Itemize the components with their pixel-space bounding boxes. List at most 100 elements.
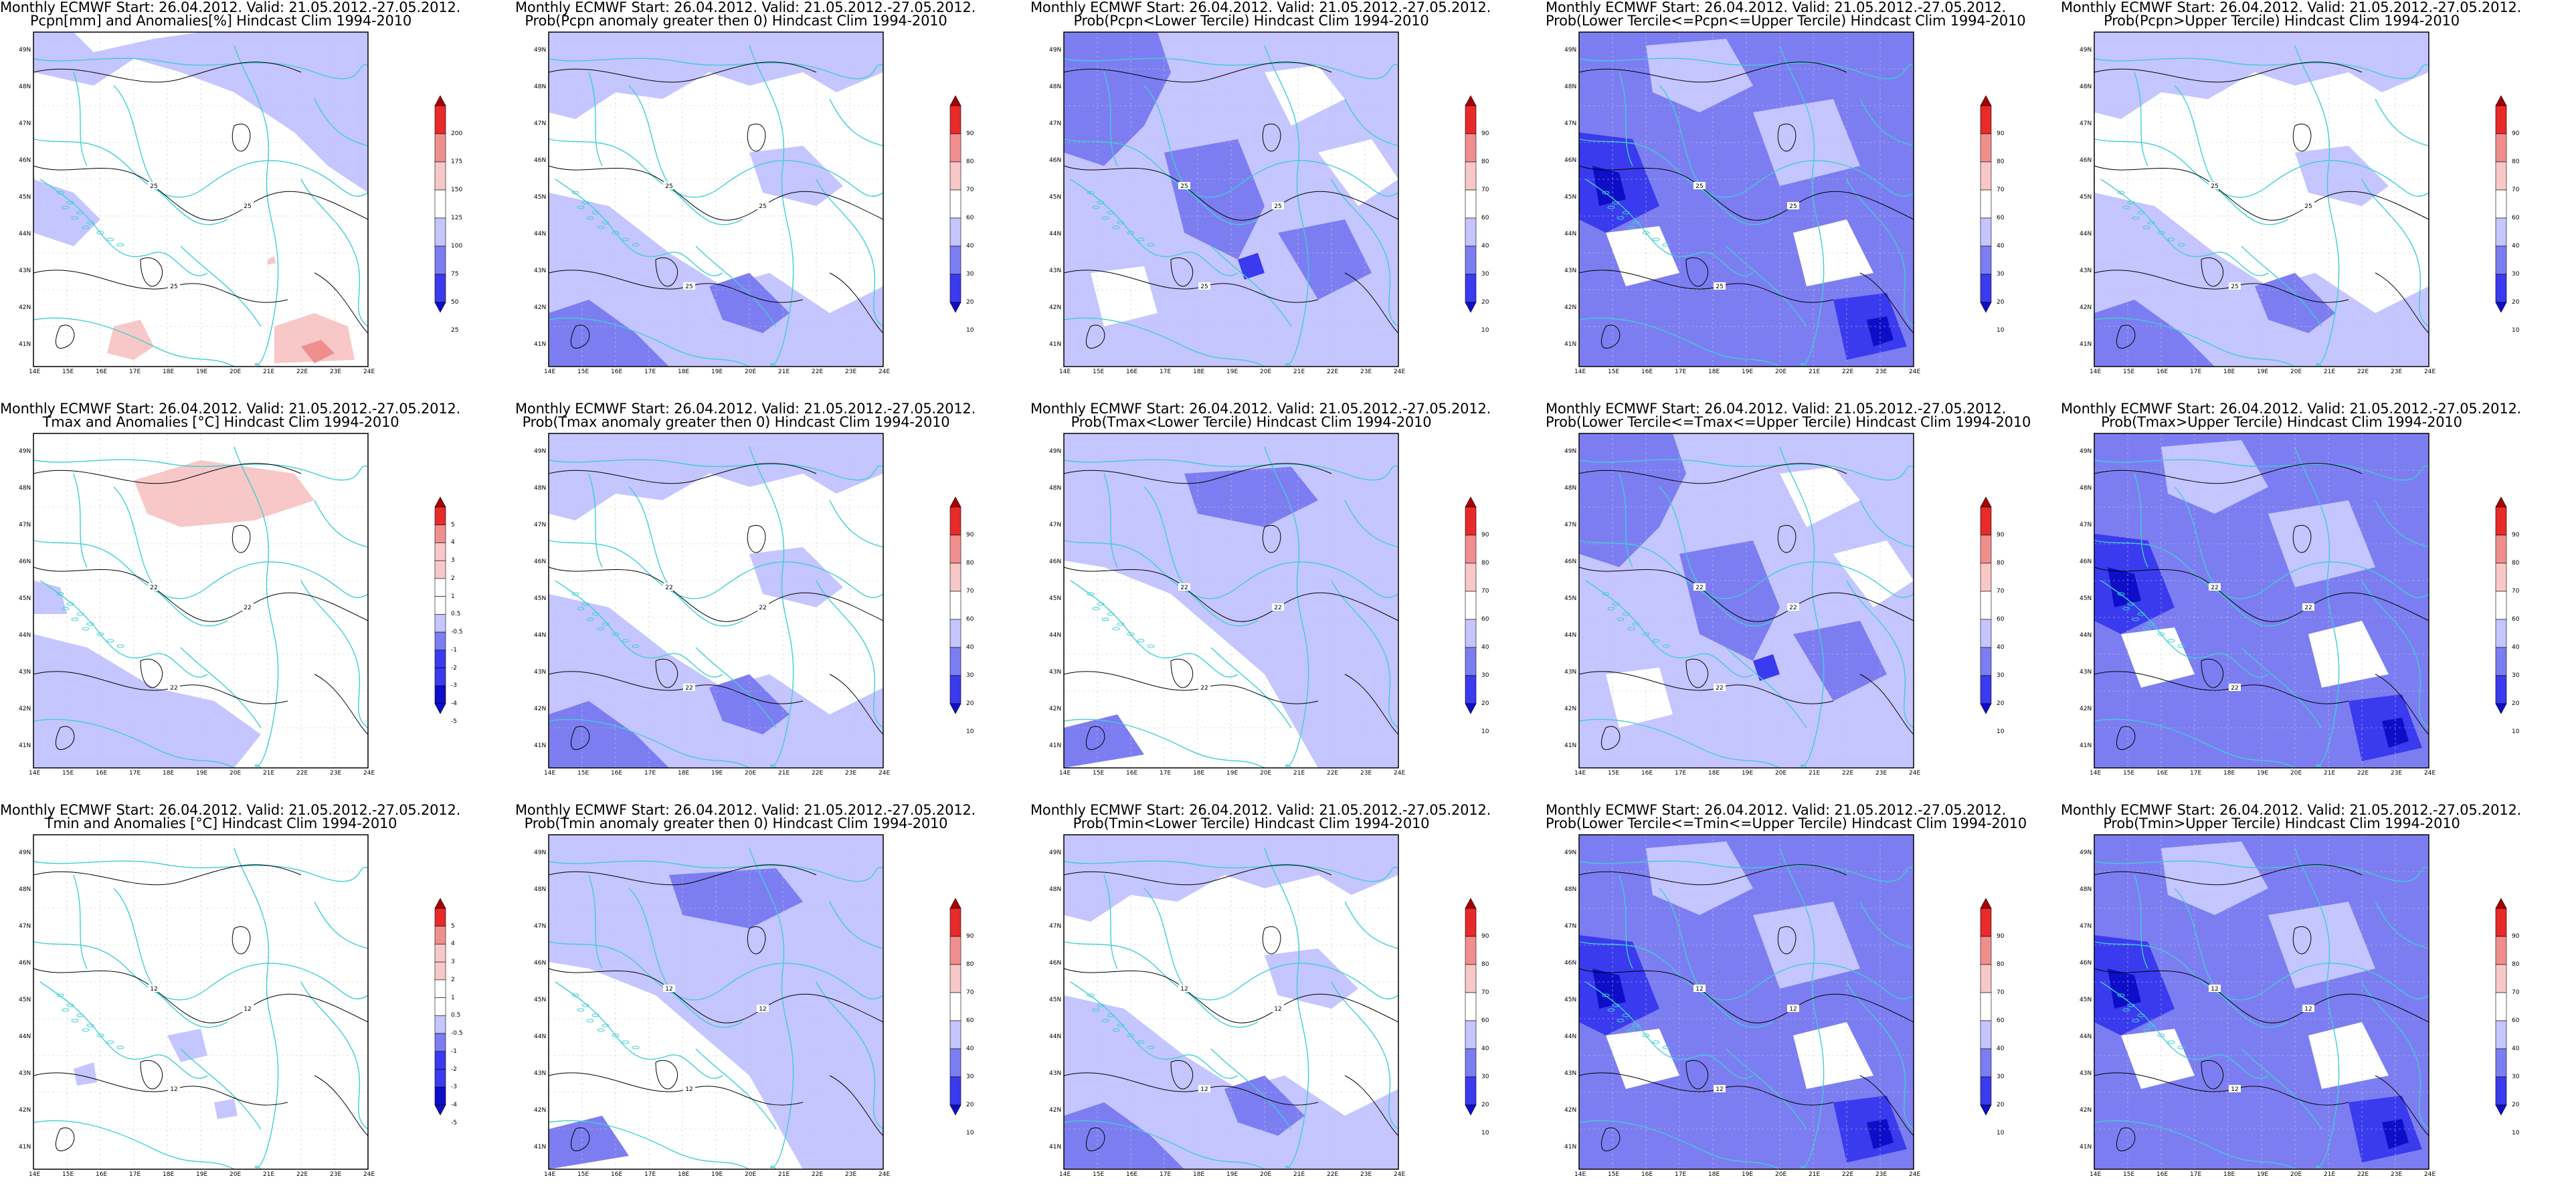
island-outline	[2137, 211, 2145, 215]
probability-shading	[33, 634, 261, 768]
colorbar-top-arrow	[949, 496, 961, 508]
longitude-label: 18E	[163, 369, 175, 375]
climatology-contour	[1859, 674, 1914, 735]
contour-label: 22	[1789, 605, 1797, 611]
climatology-contour	[548, 62, 817, 83]
coastline-border	[548, 540, 884, 599]
latitude-label: 45N	[2080, 997, 2092, 1003]
latitude-label: 45N	[1564, 595, 1577, 602]
colorbar-tick-label: 60	[1481, 215, 1489, 221]
colorbar-tick-label: 10	[1997, 728, 2005, 735]
longitude-label: 17E	[2190, 770, 2202, 777]
coastline-border	[73, 473, 88, 568]
longitude-label: 22E	[296, 770, 308, 777]
island-outline	[1612, 602, 1620, 606]
contour-label: 25	[2211, 183, 2218, 190]
latitude-label: 48N	[1564, 886, 1577, 893]
climatology-contour	[55, 324, 75, 349]
contour-label: 12	[759, 1006, 766, 1013]
latitude-label: 42N	[1049, 1107, 1062, 1114]
island-outline	[76, 612, 84, 616]
colorbar-legend: 90 80 70 60 40 30 20 10	[1464, 893, 1517, 1136]
longitude-label: 19E	[196, 1171, 208, 1178]
island-outline	[632, 243, 640, 247]
colorbar-tick-label: 90	[966, 933, 974, 940]
colorbar-graphic	[949, 496, 961, 714]
contour-label: 22	[1180, 585, 1188, 591]
latitude-label: 46N	[2080, 559, 2092, 565]
longitude-label: 19E	[2257, 369, 2269, 375]
longitude-label: 22E	[296, 1171, 308, 1178]
colorbar-tick-label: 10	[2512, 327, 2520, 334]
map-frame	[548, 31, 884, 367]
island-outline	[581, 1003, 589, 1007]
forecast-map: 12 12 12	[1063, 834, 1399, 1170]
colorbar-bottom-arrow	[2495, 1104, 2507, 1116]
latitude-label: 45N	[1564, 997, 1577, 1003]
longitude-label: 19E	[1226, 369, 1238, 375]
longitude-label: 18E	[1708, 369, 1720, 375]
contour-label: 25	[665, 183, 672, 190]
colorbar-segment	[434, 997, 446, 1016]
coastline-border	[180, 245, 262, 327]
longitude-label: 24E	[2424, 1171, 2436, 1178]
colorbar-segment	[1465, 591, 1477, 620]
map-area: 22 22 22 14E 15E 16E 17E 18E 19E 20E 21E 22E 23E 24E 4…	[1049, 433, 1405, 777]
longitude-label: 19E	[1742, 1171, 1754, 1178]
panel-title-line2: Prob(Lower Tercile<=Pcpn<=Upper Tercile)…	[1546, 13, 2026, 29]
longitude-label: 17E	[2190, 369, 2202, 375]
longitude-label: 17E	[2190, 1171, 2202, 1178]
colorbar-tick-label: 90	[2512, 130, 2520, 137]
coastline-border	[1210, 245, 1292, 327]
longitude-label: 18E	[163, 1171, 175, 1178]
island-outline	[1642, 231, 1650, 235]
probability-shading	[1646, 841, 1753, 915]
longitude-label: 15E	[1608, 369, 1620, 375]
climatology-contour	[2094, 165, 2429, 221]
longitude-label: 24E	[1394, 1171, 1406, 1178]
forecast-panel: Monthly ECMWF Start: 26.04.2012. Valid: …	[1546, 0, 2061, 401]
climatology-contour	[232, 926, 251, 955]
forecast-map: 22 22 22	[1063, 433, 1399, 769]
longitude-label: 23E	[1875, 1171, 1888, 1178]
probability-shading	[2094, 300, 2215, 367]
colorbar-tick-label: 90	[966, 532, 974, 538]
latitude-label: 44N	[1564, 632, 1577, 639]
coastline-border	[2375, 98, 2429, 146]
longitude-label: 23E	[845, 770, 857, 777]
probability-shading	[1318, 139, 1398, 206]
climatology-contour	[655, 1060, 678, 1090]
probability-shading	[1265, 66, 1345, 126]
coastline-border	[1103, 473, 1118, 568]
island-outline	[2122, 607, 2130, 611]
longitude-label: 14E	[29, 369, 41, 375]
colorbar-top-arrow	[434, 95, 446, 106]
colorbar-segment	[2495, 1020, 2507, 1049]
longitude-label: 15E	[1608, 770, 1620, 777]
coastline-border	[33, 1120, 235, 1170]
forecast-panel: Monthly ECMWF Start: 26.04.2012. Valid: …	[0, 803, 515, 1204]
colorbar-tick-label: 40	[1997, 644, 2005, 651]
map-frame	[1063, 31, 1399, 367]
probability-shading	[1184, 467, 1318, 527]
coastline-border	[1859, 500, 1914, 548]
colorbar-legend: 90 80 70 60 40 30 20 10	[1979, 492, 2033, 735]
colorbar-tick-label: 90	[1481, 933, 1489, 940]
latitude-label: 44N	[534, 632, 547, 639]
coastline-border	[548, 317, 750, 367]
probability-shading	[549, 433, 883, 520]
contour-label: 12	[1180, 986, 1188, 993]
latitude-label: 47N	[1564, 120, 1577, 127]
colorbar-tick-label: 70	[2512, 588, 2520, 595]
latitude-label: 48N	[2080, 886, 2092, 893]
forecast-map: 25 25 25	[1578, 31, 1914, 367]
colorbar-segment	[949, 563, 961, 592]
panel-title-line2: Prob(Tmax<Lower Tercile) Hindcast Clim 1…	[1071, 414, 1432, 430]
coastline-border	[1619, 72, 1633, 167]
contour-label: 12	[2304, 1006, 2312, 1013]
colorbar-tick-label: 175	[451, 159, 463, 165]
climatology-contour	[1170, 1060, 1194, 1090]
colorbar-tick-label: 60	[1997, 215, 2005, 221]
coastline-border	[1063, 317, 1265, 367]
panel-title-line1: Monthly ECMWF Start: 26.04.2012. Valid: …	[1546, 0, 2007, 15]
